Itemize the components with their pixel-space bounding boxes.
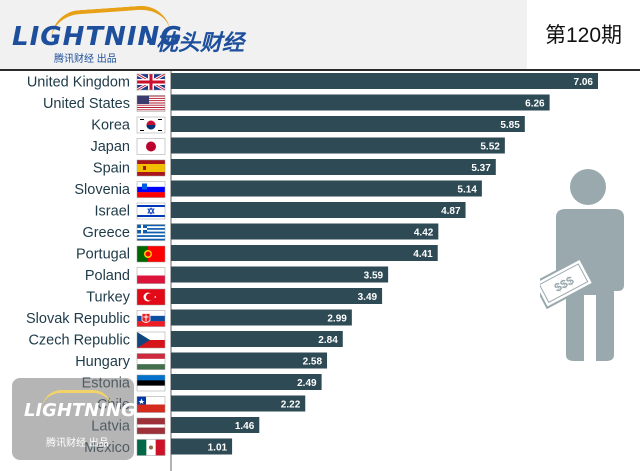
chart-row: Czech Republic 2.84 <box>28 331 343 349</box>
chart-row: United States 6.26 <box>43 94 550 112</box>
value-label: 6.26 <box>525 99 545 110</box>
bar <box>171 137 505 154</box>
hungary-flag <box>136 353 166 370</box>
poland-flag <box>136 267 166 284</box>
watermark-arc-icon <box>42 390 112 409</box>
chart-row: Spain 5.37 <box>93 159 496 177</box>
money-icon: $$$ <box>540 257 595 310</box>
turkey-flag <box>136 288 166 306</box>
category-label: Greece <box>82 225 130 241</box>
category-label: Hungary <box>75 354 131 370</box>
korea-flag <box>136 116 166 134</box>
bar <box>171 395 306 412</box>
logo-subtitle: 腾讯财经 出品 <box>54 54 117 65</box>
value-label: 5.14 <box>457 185 477 196</box>
category-label: United States <box>43 96 130 112</box>
value-label: 7.06 <box>574 77 594 88</box>
value-label: 2.49 <box>297 378 317 389</box>
logo-chinese-title: 枕头财经 <box>156 31 245 56</box>
value-label: 2.99 <box>327 314 347 325</box>
watermark-subtitle: 腾讯财经 出品 <box>46 438 109 449</box>
bar <box>171 180 482 197</box>
united-kingdom-flag <box>136 72 166 92</box>
value-label: 4.42 <box>414 228 434 239</box>
chart-row: Poland 3.59 <box>85 266 389 284</box>
value-label: 3.49 <box>358 292 378 303</box>
chart-row: Portugal 4.41 <box>76 245 438 263</box>
value-label: 1.01 <box>208 443 228 454</box>
value-label: 1.46 <box>235 421 255 432</box>
chart-row: United Kingdom 7.06 <box>27 72 598 92</box>
chart-row: Greece 4.42 <box>82 223 439 241</box>
israel-flag <box>136 202 166 220</box>
person-icon: $$$ <box>540 169 624 361</box>
bar <box>171 309 352 326</box>
category-label: Czech Republic <box>28 333 130 349</box>
slovak-republic-flag <box>136 310 166 327</box>
bar <box>171 202 466 218</box>
bar <box>171 245 438 261</box>
issue-box: 第120期 <box>527 0 640 69</box>
value-label: 5.37 <box>471 163 491 174</box>
bar <box>171 223 439 240</box>
bar <box>171 288 383 304</box>
value-label: 5.52 <box>480 142 500 153</box>
bar <box>171 73 598 89</box>
watermark-logo-text: LIGHTNING <box>24 400 136 421</box>
slovenia-flag <box>136 181 166 198</box>
value-label: 2.84 <box>318 335 338 346</box>
bar <box>171 374 322 390</box>
latvia-flag <box>136 417 166 435</box>
bar <box>171 417 260 433</box>
japan-flag <box>136 138 166 155</box>
value-label: 2.58 <box>303 357 323 368</box>
bar <box>171 266 389 283</box>
portugal-flag <box>136 245 166 263</box>
chart-row: Slovak Republic 2.99 <box>26 309 352 327</box>
chart-row: Israel 4.87 <box>95 202 466 220</box>
value-label: 2.22 <box>281 400 301 411</box>
bar <box>171 159 496 175</box>
logo-dot: · <box>146 32 152 52</box>
issue-number: 第120期 <box>544 24 623 47</box>
bar <box>171 352 328 369</box>
bar <box>171 331 343 347</box>
logo-text: LIGHTNING <box>12 22 183 52</box>
category-label: United Kingdom <box>27 75 130 91</box>
category-label: Turkey <box>86 290 131 306</box>
chart-row: Hungary 2.58 <box>75 352 328 370</box>
united-states-flag <box>136 95 166 112</box>
category-label: Spain <box>93 161 130 177</box>
bar <box>171 438 233 455</box>
category-label: Portugal <box>76 247 130 263</box>
value-label: 4.87 <box>441 206 461 217</box>
person-head <box>570 169 606 205</box>
chart-row: Slovenia 5.14 <box>74 180 482 198</box>
chart-row: Turkey 3.49 <box>86 288 383 306</box>
category-label: Japan <box>90 139 130 155</box>
bar <box>171 116 525 132</box>
spain-flag <box>136 159 166 177</box>
header: LIGHTNING · 枕头财经 腾讯财经 出品 第120期 <box>0 0 640 69</box>
value-label: 4.41 <box>413 249 433 260</box>
mexico-flag <box>136 439 166 456</box>
lightning-logo: LIGHTNING · 枕头财经 腾讯财经 出品 <box>10 3 270 65</box>
greece-flag <box>136 224 166 241</box>
category-label: Poland <box>85 268 130 284</box>
category-label: Slovenia <box>74 182 131 198</box>
category-label: Israel <box>95 204 130 220</box>
header-divider <box>0 69 640 71</box>
bar <box>171 94 550 111</box>
chart-row: Japan 5.52 <box>90 137 505 155</box>
value-label: 3.59 <box>364 271 384 282</box>
chart-row: Korea 5.85 <box>91 116 525 134</box>
category-label: Slovak Republic <box>26 311 130 327</box>
value-label: 5.85 <box>500 120 520 131</box>
estonia-flag <box>136 374 166 392</box>
category-label: Korea <box>91 118 131 134</box>
czech-republic-flag <box>136 331 166 349</box>
watermark: LIGHTNING 腾讯财经 出品 <box>12 378 136 460</box>
chile-flag <box>136 396 166 413</box>
